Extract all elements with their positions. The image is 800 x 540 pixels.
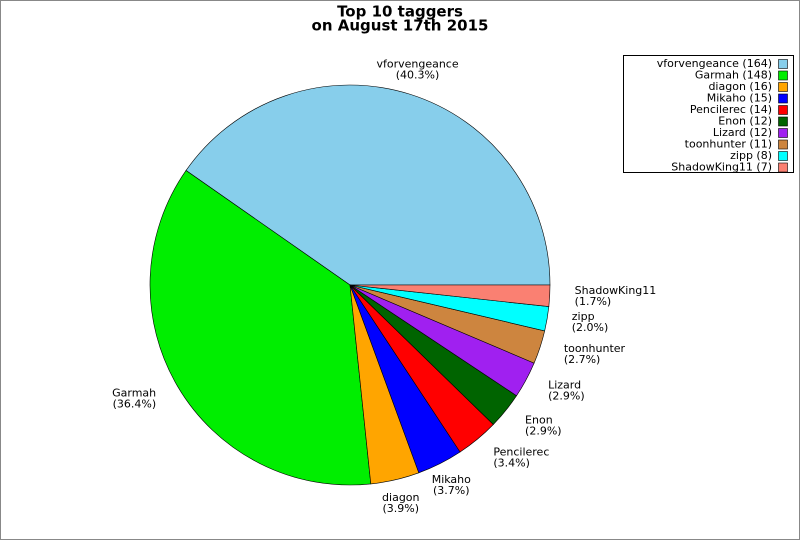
slice-label: vforvengeance xyxy=(376,57,458,70)
legend-swatch xyxy=(778,116,788,127)
slice-label: zipp xyxy=(572,310,595,323)
slice-label: Enon xyxy=(525,413,553,426)
slice-value-label: (2.7%) xyxy=(564,353,601,366)
slice-value-label: (2.9%) xyxy=(525,424,562,437)
legend-label: Mikaho (15) xyxy=(707,92,772,105)
pie-slice xyxy=(149,170,372,486)
legend-label: Garmah (148) xyxy=(695,69,772,82)
slice-label: Pencilerec xyxy=(493,445,549,458)
pie-slice xyxy=(185,84,551,286)
legend-label: zipp (8) xyxy=(730,149,772,162)
chart-title: Top 10 taggers xyxy=(337,3,463,21)
slice-value-label: (36.4%) xyxy=(113,397,157,410)
slice-value-label: (2.0%) xyxy=(572,321,609,334)
legend-swatch xyxy=(778,151,788,161)
legend-label: vforvengeance (164) xyxy=(657,57,772,70)
pie-slice xyxy=(349,284,551,307)
legend-swatch xyxy=(778,82,788,92)
slice-label: ShadowKing11 xyxy=(575,284,657,297)
legend-label: Pencilerec (14) xyxy=(690,103,772,116)
legend-label: ShadowKing11 (7) xyxy=(671,161,772,174)
legend-label: Lizard (12) xyxy=(713,126,772,139)
slice-label: toonhunter xyxy=(564,342,626,355)
slice-value-label: (1.7%) xyxy=(575,295,612,308)
legend-label: toonhunter (11) xyxy=(685,138,772,151)
legend-swatch xyxy=(778,59,788,69)
legend-swatch xyxy=(778,162,788,173)
slice-value-label: (40.3%) xyxy=(396,68,440,81)
legend-swatch xyxy=(778,70,788,81)
legend-swatch xyxy=(778,139,788,150)
legend-label: diagon (16) xyxy=(708,80,772,93)
slice-label: Mikaho xyxy=(432,473,471,486)
slice-label: diagon xyxy=(382,491,419,504)
slice-value-label: (3.9%) xyxy=(383,502,420,515)
slice-label: Lizard xyxy=(548,379,581,392)
legend-swatch xyxy=(778,93,788,104)
chart-subtitle: on August 17th 2015 xyxy=(312,17,489,35)
slice-label: Garmah xyxy=(112,386,156,399)
slice-value-label: (3.7%) xyxy=(433,484,470,497)
legend-swatch xyxy=(778,128,788,138)
legend-box xyxy=(623,55,794,173)
legend-swatch xyxy=(778,105,788,115)
legend-label: Enon (12) xyxy=(718,115,772,128)
slice-value-label: (3.4%) xyxy=(493,456,530,469)
slice-value-label: (2.9%) xyxy=(548,390,585,403)
